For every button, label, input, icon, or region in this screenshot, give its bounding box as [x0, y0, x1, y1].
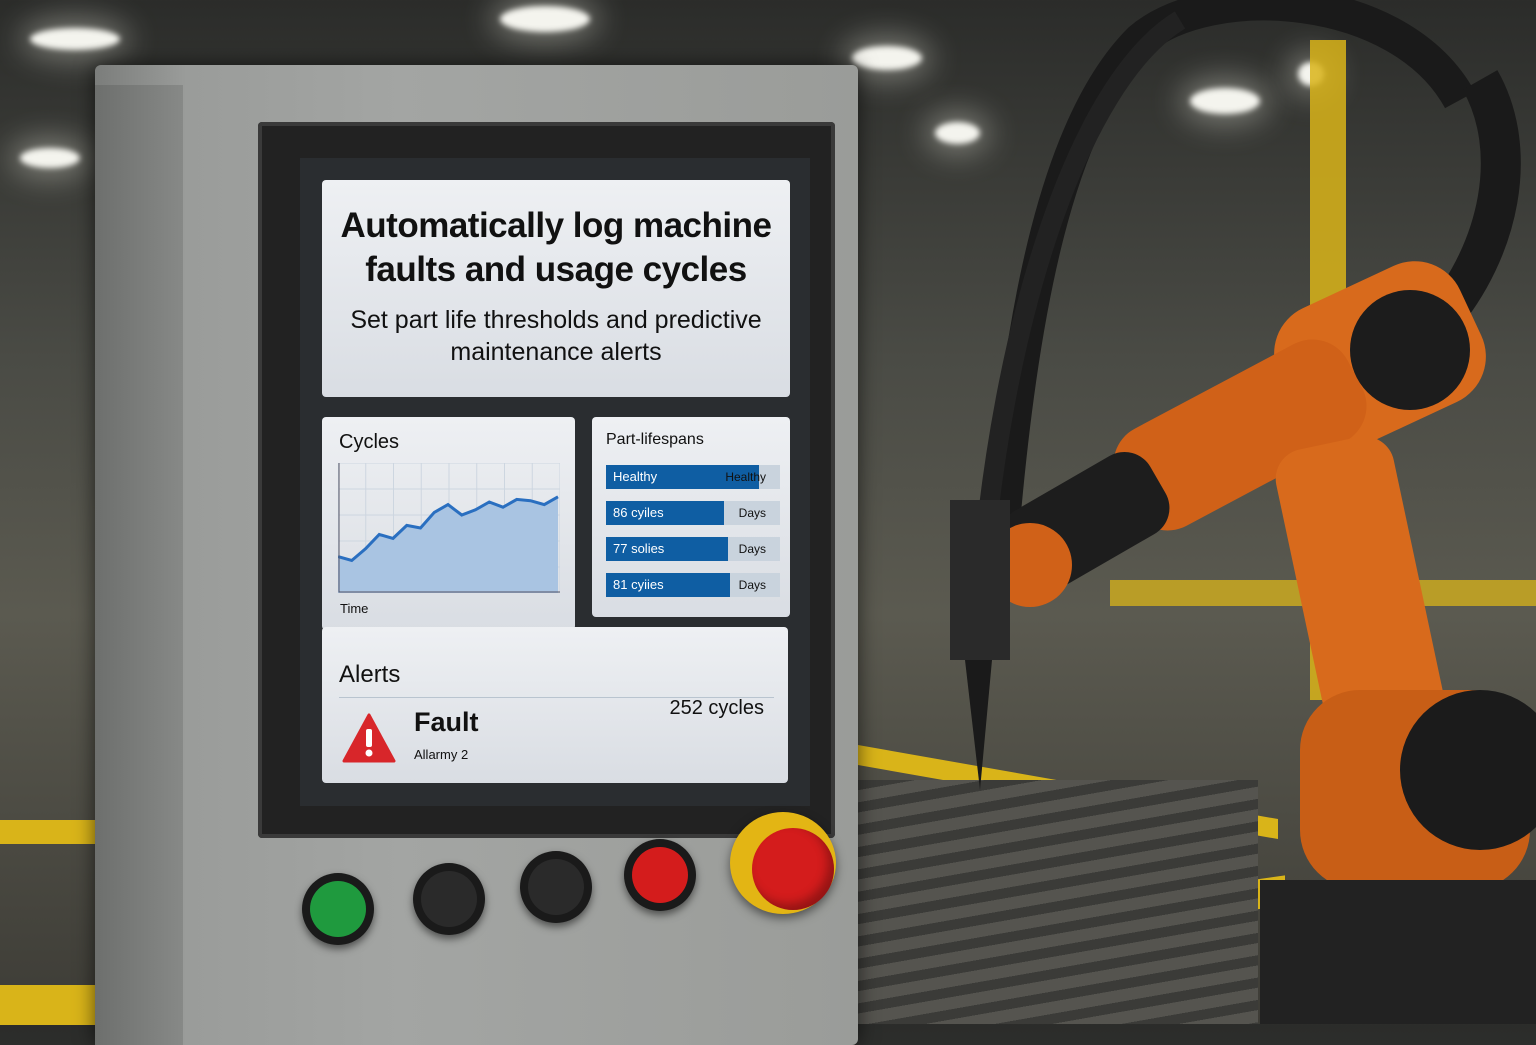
lifespan-bar: Healthy [606, 465, 760, 489]
lifespan-bar: 77 solies [606, 537, 729, 561]
lifespan-row: 86 cyiles Days [606, 501, 780, 525]
cabinet-side [95, 85, 183, 1045]
cycles-area [338, 496, 558, 593]
alert-subtitle: Allarmy 2 [414, 747, 469, 762]
headline: Automatically log machine faults and usa… [340, 206, 772, 289]
subheadline: Set part life thresholds and predictive … [350, 306, 762, 366]
lifespan-unit: Days [738, 506, 766, 520]
emergency-stop-button[interactable] [730, 812, 836, 914]
headline-card: Automatically log machine faults and usa… [322, 180, 790, 397]
cycles-chart [338, 463, 560, 593]
warning-triangle-icon [342, 713, 396, 763]
part-lifespans-panel: Part-lifespans Healthy Healthy 86 cyiles Da… [592, 417, 790, 617]
alert-count: 252 cycles [669, 697, 765, 719]
axes [338, 463, 560, 593]
alerts-title: Alerts [339, 661, 401, 688]
lifespan-row: 81 cyiies Days [606, 573, 780, 597]
alerts-panel: Alerts Fault Allarmy 2 252 cycles [322, 627, 788, 783]
lifespan-bar: 81 cyiies [606, 573, 730, 597]
robot-arm [950, 0, 1536, 1024]
cycles-panel[interactable]: Cycles Time [322, 417, 575, 630]
x-axis-label: Time [340, 601, 369, 616]
lifespan-unit: Days [738, 542, 766, 556]
lifespan-unit: Days [738, 578, 766, 592]
cycles-line [338, 495, 559, 563]
lifespan-row: 77 solies Days [606, 537, 780, 561]
lifespans-title: Part-lifespans [606, 431, 704, 448]
green-button[interactable] [302, 873, 374, 945]
alert-title: Fault [414, 707, 479, 737]
red-button[interactable] [624, 839, 696, 911]
lifespan-unit: Healthy [725, 470, 766, 484]
divider [339, 697, 774, 698]
lifespan-row: Healthy Healthy [606, 465, 780, 489]
black-button-2[interactable] [520, 851, 592, 923]
black-button-1[interactable] [413, 863, 485, 935]
cycles-title: Cycles [339, 431, 400, 453]
lifespan-bar: 86 cyiles [606, 501, 725, 525]
